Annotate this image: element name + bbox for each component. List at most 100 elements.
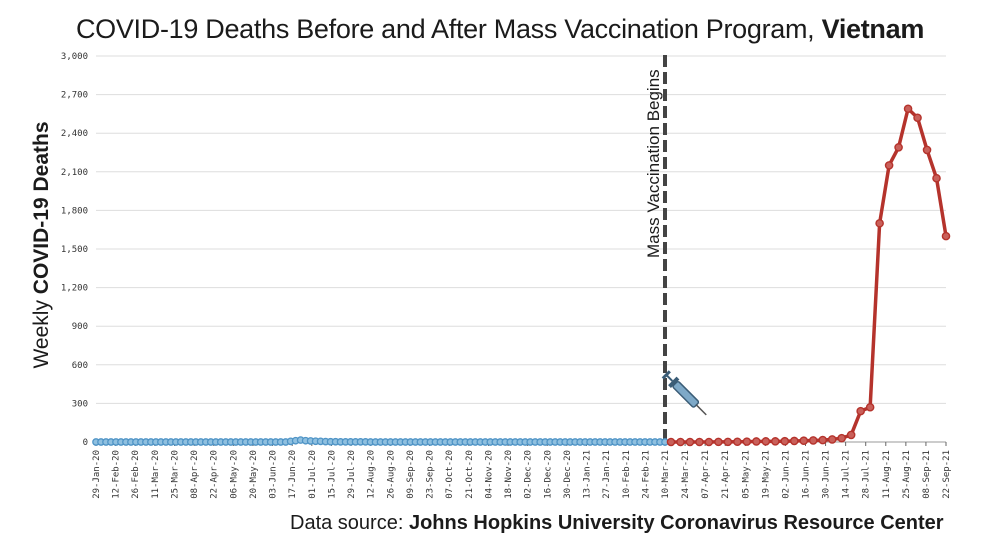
x-tick-label: 30-Jun-21 [822,450,832,499]
point-after [827,435,837,444]
title-country: Vietnam [821,14,925,44]
x-tick-label: 21-Oct-20 [465,450,475,499]
grid-lines [96,55,946,443]
x-tick-label: 24-Feb-21 [641,450,651,499]
point-after [666,437,676,447]
x-tick-label: 27-Jan-21 [602,450,612,499]
data-source: Data source: Johns Hopkins University Co… [290,512,944,535]
x-tick-label: 15-Jul-20 [327,450,337,499]
point-after [913,113,922,123]
x-tick-label: 22-Apr-20 [210,450,220,499]
x-tick-label: 16-Jun-21 [802,450,812,499]
chart-title: COVID-19 Deaths Before and After Mass Va… [0,14,1000,45]
x-tick-label: 10-Feb-21 [622,450,632,499]
y-tick-label: 0 [83,438,88,448]
point-after [771,437,780,446]
y-tick-label: 2,100 [61,168,88,178]
point-after [733,437,742,447]
y-tick-label: 300 [72,399,88,409]
x-tick-label: 26-Aug-20 [386,450,396,499]
x-tick-label: 04-Nov-20 [484,450,494,499]
data-source-prefix: Data source: [290,512,404,534]
x-axis-ticks: 29-Jan-20 12-Feb-20 26-Feb-20 11-Mar-20 25-M… [92,442,952,499]
x-tick-label: 12-Aug-20 [367,450,377,499]
x-tick-label: 02-Dec-20 [524,450,534,499]
series-after [666,104,951,447]
x-tick-label: 28-Jul-21 [862,450,872,499]
x-tick-label: 26-Feb-20 [131,450,141,499]
line-after [671,105,948,444]
x-tick-label: 23-Sep-20 [426,450,436,499]
vaccination-divider: Mass Vaccination Begins [644,55,667,442]
point-after [837,433,846,443]
point-after [780,436,790,446]
x-tick-label: 09-Sep-20 [406,450,416,499]
x-tick-label: 21-Apr-21 [721,450,731,499]
point-after [856,406,865,416]
point-after [752,437,761,446]
y-tick-label: 3,000 [61,52,88,62]
point-after [789,436,799,446]
point-after [799,436,809,446]
x-tick-label: 08-Apr-20 [190,450,200,499]
point-after [894,143,903,152]
y-tick-label: 2,400 [61,129,88,139]
y-tick-label: 900 [72,322,88,332]
series-before [92,436,669,446]
point-after [932,173,941,183]
point-after [922,145,932,155]
x-tick-label: 11-Aug-21 [882,450,892,499]
point-after [761,437,771,446]
x-tick-label: 29-Jul-20 [347,450,357,499]
point-after [723,437,733,447]
x-tick-label: 18-Nov-20 [504,450,514,499]
point-after [903,104,913,114]
x-tick-label: 05-May-21 [741,450,751,499]
point-after [742,437,752,446]
x-tick-label: 30-Dec-20 [563,450,573,499]
x-tick-label: 25-Aug-21 [902,450,912,499]
y-tick-label: 2,700 [61,91,88,101]
x-tick-label: 12-Feb-20 [112,450,122,499]
point-after [865,402,875,412]
point-after [846,430,856,440]
syringe-icon [661,370,707,416]
point-after [884,161,894,170]
point-after [875,218,884,228]
x-tick-label: 29-Jan-20 [92,450,102,499]
x-tick-label: 01-Jul-20 [308,450,318,499]
point-after [941,231,951,241]
x-tick-label: 19-May-21 [761,450,771,499]
y-tick-label: 1,800 [61,206,88,216]
y-tick-label: 600 [72,361,88,371]
x-tick-label: 11-Mar-20 [151,450,161,499]
x-tick-label: 25-Mar-20 [170,450,180,499]
x-tick-label: 22-Sep-21 [942,450,952,499]
x-tick-label: 13-Jan-21 [583,450,593,499]
x-tick-label: 20-May-20 [249,450,259,499]
point-after [818,435,828,445]
title-prefix: COVID-19 Deaths Before and After Mass Va… [75,14,815,44]
x-tick-label: 06-May-20 [229,450,239,499]
x-tick-label: 07-Apr-21 [701,450,711,499]
x-tick-label: 24-Mar-21 [681,450,691,499]
point-after [808,436,818,445]
point-after [685,437,695,447]
y-tick-label: 1,500 [61,245,88,255]
point-after [704,437,714,447]
x-tick-label: 03-Jun-20 [269,450,279,499]
data-source-bold: Johns Hopkins University Coronavirus Res… [408,512,944,534]
x-tick-label: 14-Jul-21 [842,450,852,499]
x-tick-label: 10-Mar-21 [661,450,671,499]
y-axis-ticks: 0 300 600 900 1,200 1,500 1,800 2,100 2,400 2,700… [61,52,88,448]
point-after [695,437,704,447]
x-tick-label: 07-Oct-20 [445,450,455,499]
point-after [676,437,685,447]
x-tick-label: 02-Jun-21 [781,450,791,499]
y-tick-label: 1,200 [61,284,88,294]
x-tick-label: 17-Jun-20 [288,450,298,499]
vaccination-label: Mass Vaccination Begins [644,69,663,258]
point-after [714,437,723,447]
x-tick-label: 16-Dec-20 [543,450,553,499]
